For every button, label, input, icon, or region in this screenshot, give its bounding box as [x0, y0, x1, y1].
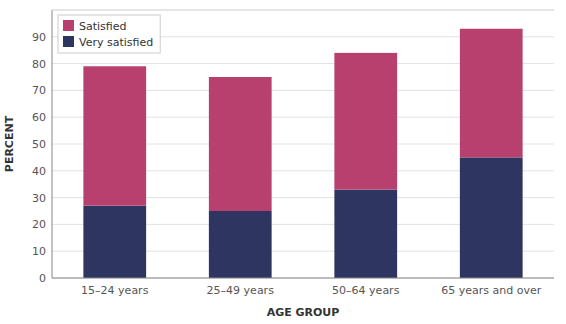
legend: Satisfied Very satisfied	[58, 15, 160, 53]
x-tick-label: 15–24 years	[81, 284, 149, 297]
y-tick-label: 50	[32, 138, 46, 151]
y-axis-line	[52, 10, 53, 278]
legend-label: Very satisfied	[79, 36, 153, 49]
y-tick-label: 20	[32, 218, 46, 231]
y-tick-label: 70	[32, 84, 46, 97]
bar-segment	[460, 29, 523, 158]
x-tick-label: 25–49 years	[207, 284, 275, 297]
legend-swatch	[63, 20, 74, 31]
y-tick-label: 10	[32, 245, 46, 258]
x-axis-line	[52, 278, 554, 279]
bar-segment	[83, 206, 146, 278]
chart-container: 0 10 20 30 40 50 60 70 80 90 15–24 years 25–49 year…	[0, 0, 566, 324]
x-axis-label: AGE GROUP	[267, 306, 340, 319]
y-tick-label: 90	[32, 31, 46, 44]
x-tick-label: 50–64 years	[332, 284, 400, 297]
y-tick-label: 0	[39, 272, 46, 285]
y-tick-label: 60	[32, 111, 46, 124]
bar-segment	[334, 53, 397, 190]
bars	[83, 29, 522, 278]
bar-segment	[460, 157, 523, 278]
y-axis-label: PERCENT	[3, 115, 16, 172]
legend-label: Satisfied	[79, 20, 127, 33]
bar-segment	[83, 66, 146, 205]
y-tick-label: 80	[32, 58, 46, 71]
grid-line	[52, 278, 554, 279]
bar-segment	[334, 190, 397, 278]
bar-segment	[209, 211, 272, 278]
plot-top-line	[52, 10, 554, 11]
x-tick-label: 65 years and over	[441, 284, 541, 297]
legend-box	[58, 15, 160, 53]
chart: 0 10 20 30 40 50 60 70 80 90 15–24 years 25–49 year…	[0, 0, 566, 324]
legend-swatch	[63, 36, 74, 47]
y-tick-label: 30	[32, 192, 46, 205]
bar-segment	[209, 77, 272, 211]
y-tick-label: 40	[32, 165, 46, 178]
